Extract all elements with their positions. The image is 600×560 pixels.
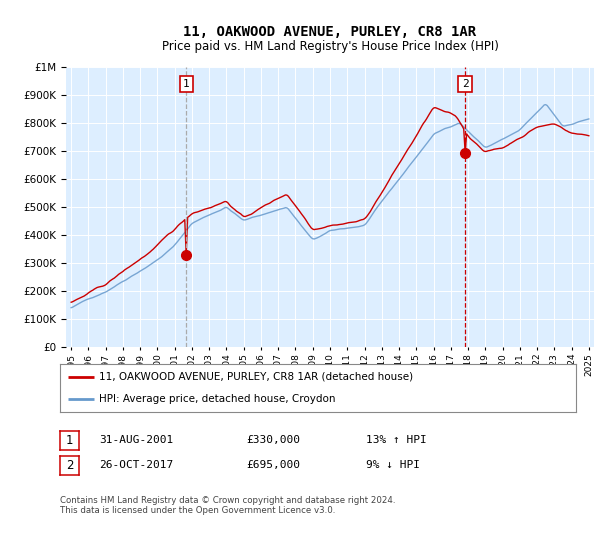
Text: 11, OAKWOOD AVENUE, PURLEY, CR8 1AR: 11, OAKWOOD AVENUE, PURLEY, CR8 1AR	[184, 25, 476, 39]
Text: £330,000: £330,000	[246, 435, 300, 445]
Text: HPI: Average price, detached house, Croydon: HPI: Average price, detached house, Croy…	[98, 394, 335, 404]
Text: 13% ↑ HPI: 13% ↑ HPI	[366, 435, 427, 445]
Text: 26-OCT-2017: 26-OCT-2017	[99, 460, 173, 470]
Text: £695,000: £695,000	[246, 460, 300, 470]
Text: 11, OAKWOOD AVENUE, PURLEY, CR8 1AR (detached house): 11, OAKWOOD AVENUE, PURLEY, CR8 1AR (det…	[98, 372, 413, 382]
Text: 2: 2	[462, 79, 469, 89]
Text: 9% ↓ HPI: 9% ↓ HPI	[366, 460, 420, 470]
Text: 31-AUG-2001: 31-AUG-2001	[99, 435, 173, 445]
Text: 2: 2	[66, 459, 73, 472]
Text: Price paid vs. HM Land Registry's House Price Index (HPI): Price paid vs. HM Land Registry's House …	[161, 40, 499, 53]
Text: Contains HM Land Registry data © Crown copyright and database right 2024.
This d: Contains HM Land Registry data © Crown c…	[60, 496, 395, 515]
Text: 1: 1	[183, 79, 190, 89]
Text: 1: 1	[66, 434, 73, 447]
